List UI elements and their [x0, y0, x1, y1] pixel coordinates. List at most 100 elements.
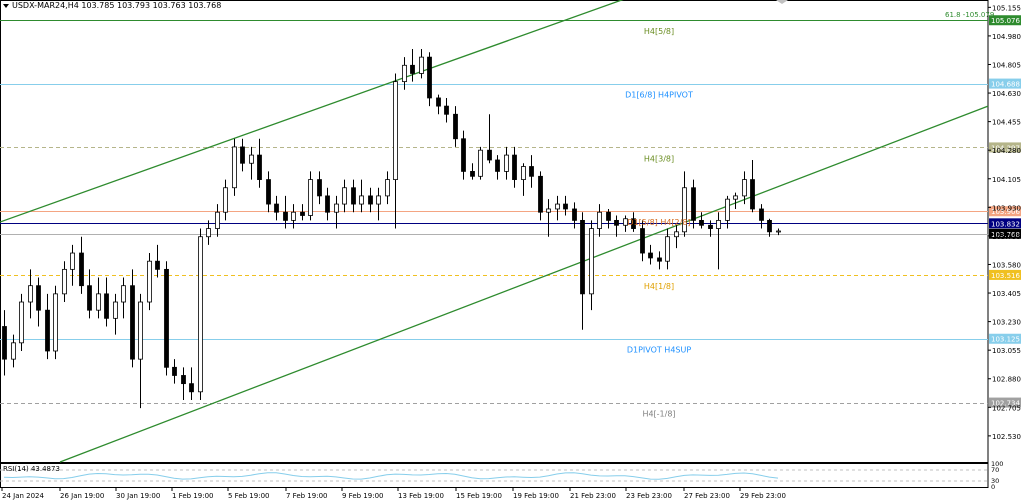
candle	[291, 204, 296, 229]
candle-body	[657, 257, 662, 262]
candle	[138, 293, 143, 409]
candle	[563, 195, 568, 216]
candle	[351, 179, 356, 213]
candle-body	[725, 198, 730, 221]
candle	[206, 220, 211, 245]
price-tag-text: 103.832	[991, 220, 1020, 228]
x-tick-label: 19 Feb 19:00	[513, 492, 559, 500]
candle	[62, 261, 67, 303]
candle-body	[716, 219, 721, 229]
y-tick-label: 103.930	[992, 204, 1021, 212]
price-tag-text: 103.516	[991, 272, 1020, 280]
candle	[419, 48, 424, 79]
level-label: D1PIVOT H4SUP	[627, 346, 692, 355]
candle-body	[45, 309, 50, 352]
candle-body	[172, 366, 177, 376]
candle	[750, 159, 755, 213]
price-tag-text: 103.125	[991, 336, 1020, 344]
price-tag	[989, 269, 1021, 280]
candle-body	[487, 149, 492, 161]
candle	[733, 192, 738, 209]
candle	[640, 220, 645, 262]
level-lines	[0, 0, 989, 463]
dropdown-triangle-icon[interactable]	[3, 3, 9, 8]
candle-body	[682, 187, 687, 233]
candle	[589, 220, 594, 311]
candle	[96, 277, 101, 319]
candle	[767, 218, 772, 237]
price-tag	[989, 15, 1021, 26]
candle-body	[291, 211, 296, 221]
candle	[648, 244, 653, 265]
candle-body	[232, 146, 237, 189]
fib-label: 61.8 -105.079	[945, 11, 994, 19]
candle	[580, 212, 585, 330]
candle-body	[96, 293, 101, 311]
candle	[334, 195, 339, 229]
price-tag-text: 104.688	[991, 81, 1020, 89]
candle-body	[19, 301, 24, 344]
candle	[223, 179, 228, 221]
candle-body	[274, 203, 279, 213]
candle-body	[665, 236, 670, 262]
candle-body	[555, 203, 560, 210]
candle-body	[529, 166, 534, 177]
candle	[325, 187, 330, 221]
channel-line	[0, 0, 624, 223]
candle-body	[631, 218, 636, 229]
candle	[555, 195, 560, 221]
candle-body	[87, 285, 92, 311]
rsi-axis-label: 0	[991, 483, 995, 491]
candle-body	[640, 228, 645, 254]
candle-body	[351, 187, 356, 205]
candle	[36, 277, 41, 327]
candle-body	[147, 260, 152, 303]
candle-body	[504, 154, 509, 172]
level-label: H4[3/8]	[644, 154, 674, 163]
candle	[266, 171, 271, 213]
price-tag-text: 102.734	[991, 400, 1020, 408]
candle	[249, 146, 254, 180]
candle-body	[121, 285, 126, 303]
candle-body	[538, 175, 543, 213]
candle-body	[164, 268, 169, 368]
candle-body	[776, 230, 781, 233]
candle-body	[597, 211, 602, 229]
level-label: D1[5/8] H4[2/8]	[627, 218, 690, 227]
candle-body	[376, 195, 381, 205]
candle	[257, 138, 262, 188]
candle	[699, 212, 704, 229]
x-tick-label: 21 Feb 23:00	[570, 492, 616, 500]
candle-body	[410, 64, 415, 74]
candle	[470, 163, 475, 180]
candle-body	[138, 301, 143, 360]
scroll-marker-icon[interactable]	[776, 0, 788, 4]
x-tick-label: 27 Feb 23:00	[684, 492, 730, 500]
candle-body	[589, 228, 594, 295]
rsi-label: RSI(14) 43.4873	[3, 465, 60, 473]
candle	[436, 94, 441, 115]
candle-body	[708, 224, 713, 229]
x-tick-label: 23 Feb 23:00	[626, 492, 672, 500]
candle	[521, 163, 526, 196]
level-label: H4[-1/8]	[642, 410, 675, 419]
trend-channel	[0, 0, 989, 463]
candle-body	[674, 231, 679, 238]
y-tick-label: 104.805	[992, 61, 1021, 69]
candle-body	[393, 81, 398, 180]
x-tick-label: 5 Feb 19:00	[228, 492, 269, 500]
y-tick-label: 103.755	[992, 233, 1021, 241]
candle	[461, 130, 466, 180]
level-label: H4[5/8]	[644, 27, 674, 36]
y-tick-label: 105.155	[992, 4, 1021, 12]
candle	[368, 187, 373, 213]
symbol-quote: USDX-MAR24,H4 103.785 103.793 103.763 10…	[12, 1, 222, 10]
rsi-axis-label: 70	[991, 466, 999, 474]
plot-frame	[0, 0, 989, 463]
candle-body	[62, 268, 67, 295]
channel-line	[59, 105, 989, 463]
candle	[546, 199, 551, 237]
